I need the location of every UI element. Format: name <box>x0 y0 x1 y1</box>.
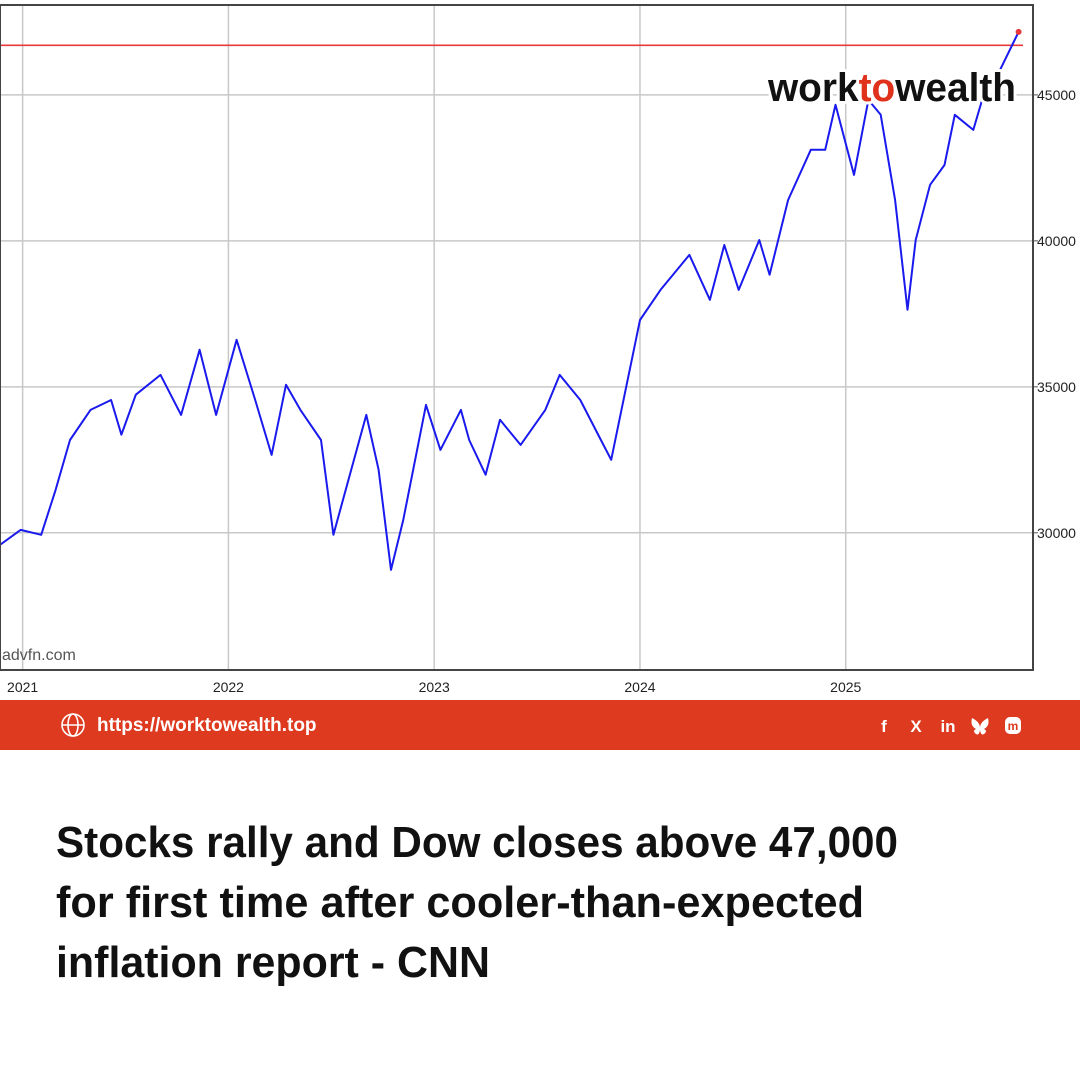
social-x[interactable]: X <box>910 717 922 736</box>
y-tick-label: 45000 <box>1037 87 1076 103</box>
logo-part: to <box>859 66 896 110</box>
plot-area <box>0 5 1033 670</box>
x-tick-label: 2022 <box>213 679 244 695</box>
y-tick-label: 30000 <box>1037 525 1076 541</box>
last-point <box>1015 28 1022 35</box>
headline-line: for first time after cooler-than-expecte… <box>56 878 864 927</box>
plot-border <box>0 4 1034 671</box>
x-tick-label: 2023 <box>419 679 450 695</box>
social-facebook[interactable]: f <box>881 717 887 736</box>
watermark: advfn.com <box>2 647 76 664</box>
x-tick-label: 2025 <box>830 679 861 695</box>
globe-icon <box>61 713 85 737</box>
social-linkedin[interactable]: in <box>940 717 955 736</box>
social-bluesky[interactable] <box>971 718 989 735</box>
price-line <box>0 31 1020 571</box>
x-tick-label: 2021 <box>7 679 38 695</box>
url[interactable]: https://worktowealth.top <box>97 715 317 736</box>
x-tick-label: 2024 <box>624 679 655 695</box>
y-tick-label: 35000 <box>1037 379 1076 395</box>
logo-part: wealth <box>894 66 1016 110</box>
logo: worktowealth <box>767 66 1016 110</box>
headline-line: inflation report - CNN <box>56 938 490 987</box>
chart: 2021 2022 2023 2024 2025 30000 35000 40000 45000… <box>0 4 1076 695</box>
y-tick-label: 40000 <box>1037 233 1076 249</box>
svg-text:m: m <box>1008 719 1019 733</box>
headline-line: Stocks rally and Dow closes above 47,000 <box>56 818 898 867</box>
banner <box>0 700 1080 750</box>
logo-part: work <box>767 66 859 110</box>
social-mastodon[interactable]: m <box>1005 717 1021 734</box>
